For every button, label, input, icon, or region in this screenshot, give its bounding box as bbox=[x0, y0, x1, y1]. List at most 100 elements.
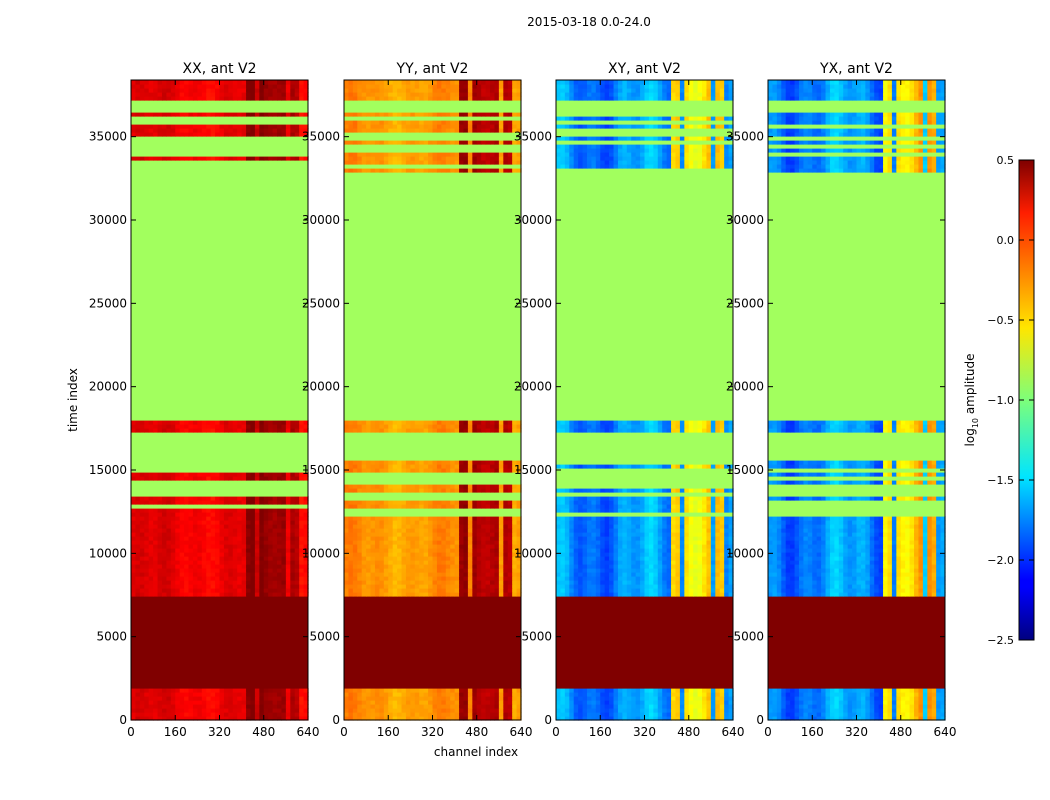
heatmap-cell bbox=[219, 508, 225, 513]
heatmap-cell bbox=[370, 128, 376, 133]
heatmap-cell bbox=[410, 580, 416, 585]
heatmap-cell bbox=[184, 544, 190, 549]
heatmap-cell bbox=[344, 140, 350, 145]
heatmap-cell bbox=[366, 112, 372, 117]
heatmap-cell bbox=[392, 696, 398, 701]
heatmap-cell bbox=[223, 572, 229, 577]
heatmap-cell bbox=[170, 472, 176, 477]
heatmap-cell bbox=[657, 716, 663, 721]
heatmap-cell bbox=[303, 92, 309, 97]
heatmap-cell bbox=[184, 532, 190, 537]
heatmap-cell bbox=[148, 584, 154, 589]
heatmap-cell bbox=[250, 708, 256, 713]
heatmap-cell bbox=[285, 112, 291, 117]
heatmap-cell bbox=[432, 168, 438, 173]
heatmap-cell bbox=[290, 524, 296, 529]
heatmap-cell bbox=[139, 704, 145, 709]
heatmap-cell bbox=[467, 692, 473, 697]
heatmap-cell bbox=[476, 688, 482, 693]
heatmap-cell bbox=[290, 472, 296, 477]
heatmap-cell bbox=[281, 696, 287, 701]
heatmap-cell bbox=[507, 540, 513, 545]
heatmap-row bbox=[344, 400, 521, 405]
heatmap-cell bbox=[272, 548, 278, 553]
heatmap-cell bbox=[219, 128, 225, 133]
heatmap-cell bbox=[454, 120, 460, 125]
heatmap-cell bbox=[254, 692, 260, 697]
heatmap-cell bbox=[374, 540, 380, 545]
heatmap-cell bbox=[436, 140, 442, 145]
heatmap-cell bbox=[357, 532, 363, 537]
heatmap-cell bbox=[644, 716, 650, 721]
heatmap-cell bbox=[184, 560, 190, 565]
heatmap-cell bbox=[512, 88, 518, 93]
heatmap-cell bbox=[679, 696, 685, 701]
heatmap-cell bbox=[503, 548, 509, 553]
heatmap-cell bbox=[299, 524, 305, 529]
heatmap-cell bbox=[445, 80, 451, 85]
heatmap-cell bbox=[626, 708, 632, 713]
heatmap-cell bbox=[516, 120, 522, 125]
heatmap-cell bbox=[410, 484, 416, 489]
heatmap-cell bbox=[250, 476, 256, 481]
heatmap-cell bbox=[454, 588, 460, 593]
heatmap-cell bbox=[188, 688, 194, 693]
heatmap-cell bbox=[706, 592, 712, 597]
heatmap-cell bbox=[657, 576, 663, 581]
heatmap-cell bbox=[192, 496, 198, 501]
heatmap-cell bbox=[215, 576, 221, 581]
heatmap-cell bbox=[344, 560, 350, 565]
heatmap-cell bbox=[472, 548, 478, 553]
heatmap-cell bbox=[188, 128, 194, 133]
heatmap-cell bbox=[631, 692, 637, 697]
heatmap-cell bbox=[666, 584, 672, 589]
heatmap-row bbox=[131, 596, 308, 601]
heatmap-cell bbox=[281, 156, 287, 161]
heatmap-cell bbox=[467, 428, 473, 433]
heatmap-cell bbox=[215, 588, 221, 593]
heatmap-row bbox=[344, 660, 521, 665]
heatmap-cell bbox=[450, 712, 456, 717]
heatmap-cell bbox=[277, 700, 283, 705]
heatmap-cell bbox=[166, 496, 172, 501]
heatmap-cell bbox=[148, 692, 154, 697]
heatmap-cell bbox=[272, 428, 278, 433]
heatmap-cell bbox=[348, 152, 354, 157]
heatmap-cell bbox=[617, 580, 623, 585]
heatmap-cell bbox=[556, 580, 562, 585]
heatmap-cell bbox=[357, 548, 363, 553]
heatmap-cell bbox=[626, 592, 632, 597]
heatmap-cell bbox=[344, 484, 350, 489]
heatmap-cell bbox=[476, 484, 482, 489]
heatmap-cell bbox=[303, 712, 309, 717]
heatmap-cell bbox=[463, 84, 469, 89]
heatmap-cell bbox=[379, 428, 385, 433]
heatmap-cell bbox=[299, 540, 305, 545]
heatmap-row bbox=[344, 496, 521, 501]
heatmap-row bbox=[556, 668, 733, 673]
heatmap-cell bbox=[272, 80, 278, 85]
heatmap-cell bbox=[277, 96, 283, 101]
heatmap-cell bbox=[246, 92, 252, 97]
heatmap-cell bbox=[423, 708, 429, 713]
heatmap-cell bbox=[586, 592, 592, 597]
heatmap-cell bbox=[175, 540, 181, 545]
heatmap-cell bbox=[357, 564, 363, 569]
heatmap-cell bbox=[432, 708, 438, 713]
heatmap-cell bbox=[467, 572, 473, 577]
heatmap-cell bbox=[472, 692, 478, 697]
heatmap-cell bbox=[485, 572, 491, 577]
heatmap-row bbox=[344, 684, 521, 689]
heatmap-cell bbox=[210, 708, 216, 713]
heatmap-cell bbox=[144, 560, 150, 565]
heatmap-cell bbox=[644, 560, 650, 565]
heatmap-cell bbox=[201, 524, 207, 529]
heatmap-cell bbox=[361, 460, 367, 465]
heatmap-cell bbox=[357, 160, 363, 165]
heatmap-cell bbox=[348, 168, 354, 173]
heatmap-cell bbox=[272, 472, 278, 477]
heatmap-cell bbox=[405, 140, 411, 145]
heatmap-cell bbox=[436, 112, 442, 117]
heatmap-cell bbox=[237, 92, 243, 97]
heatmap-cell bbox=[144, 424, 150, 429]
